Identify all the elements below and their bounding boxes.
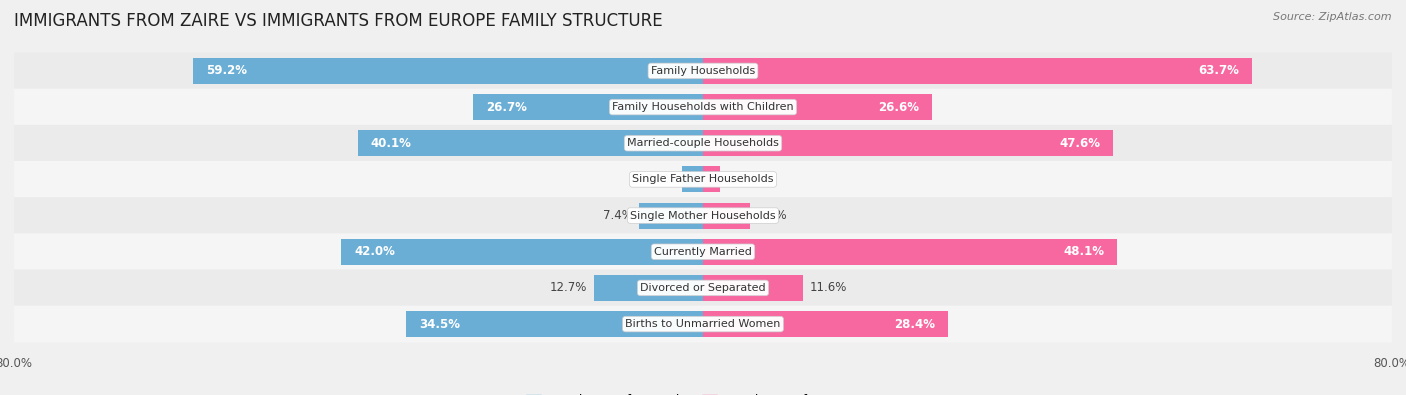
Bar — [703, 311, 948, 337]
Text: Single Mother Households: Single Mother Households — [630, 211, 776, 220]
Bar — [703, 58, 1251, 84]
Text: 11.6%: 11.6% — [810, 281, 848, 294]
Text: 47.6%: 47.6% — [1059, 137, 1099, 150]
Text: 42.0%: 42.0% — [354, 245, 395, 258]
Text: 40.1%: 40.1% — [371, 137, 412, 150]
Bar — [640, 203, 703, 229]
Text: 7.4%: 7.4% — [603, 209, 633, 222]
FancyBboxPatch shape — [14, 197, 1392, 234]
Text: 34.5%: 34.5% — [419, 318, 460, 331]
Text: Currently Married: Currently Married — [654, 247, 752, 257]
Bar — [703, 239, 1118, 265]
Bar — [703, 166, 720, 192]
Bar — [703, 94, 932, 120]
Bar — [593, 275, 703, 301]
FancyBboxPatch shape — [14, 53, 1392, 89]
Text: 26.6%: 26.6% — [879, 101, 920, 114]
Text: Divorced or Separated: Divorced or Separated — [640, 283, 766, 293]
Bar — [703, 130, 1114, 156]
Bar — [703, 203, 751, 229]
Text: 28.4%: 28.4% — [894, 318, 935, 331]
FancyBboxPatch shape — [14, 161, 1392, 198]
Text: 2.0%: 2.0% — [727, 173, 756, 186]
Text: Family Households with Children: Family Households with Children — [612, 102, 794, 112]
Text: 5.5%: 5.5% — [758, 209, 787, 222]
Bar — [406, 311, 703, 337]
Text: Births to Unmarried Women: Births to Unmarried Women — [626, 319, 780, 329]
Bar — [193, 58, 703, 84]
Text: 26.7%: 26.7% — [486, 101, 527, 114]
Bar — [682, 166, 703, 192]
Bar — [472, 94, 703, 120]
FancyBboxPatch shape — [14, 125, 1392, 162]
Bar — [342, 239, 703, 265]
Text: 12.7%: 12.7% — [550, 281, 586, 294]
FancyBboxPatch shape — [14, 233, 1392, 270]
Text: Family Households: Family Households — [651, 66, 755, 76]
Legend: Immigrants from Zaire, Immigrants from Europe: Immigrants from Zaire, Immigrants from E… — [526, 394, 880, 395]
FancyBboxPatch shape — [14, 269, 1392, 307]
Bar — [703, 275, 803, 301]
Text: 63.7%: 63.7% — [1198, 64, 1239, 77]
FancyBboxPatch shape — [14, 88, 1392, 126]
Text: Single Father Households: Single Father Households — [633, 175, 773, 184]
Text: 2.4%: 2.4% — [645, 173, 675, 186]
Bar — [357, 130, 703, 156]
Text: Source: ZipAtlas.com: Source: ZipAtlas.com — [1274, 12, 1392, 22]
Text: 48.1%: 48.1% — [1063, 245, 1104, 258]
Text: Married-couple Households: Married-couple Households — [627, 138, 779, 148]
Text: 59.2%: 59.2% — [207, 64, 247, 77]
Text: IMMIGRANTS FROM ZAIRE VS IMMIGRANTS FROM EUROPE FAMILY STRUCTURE: IMMIGRANTS FROM ZAIRE VS IMMIGRANTS FROM… — [14, 12, 662, 30]
FancyBboxPatch shape — [14, 306, 1392, 342]
